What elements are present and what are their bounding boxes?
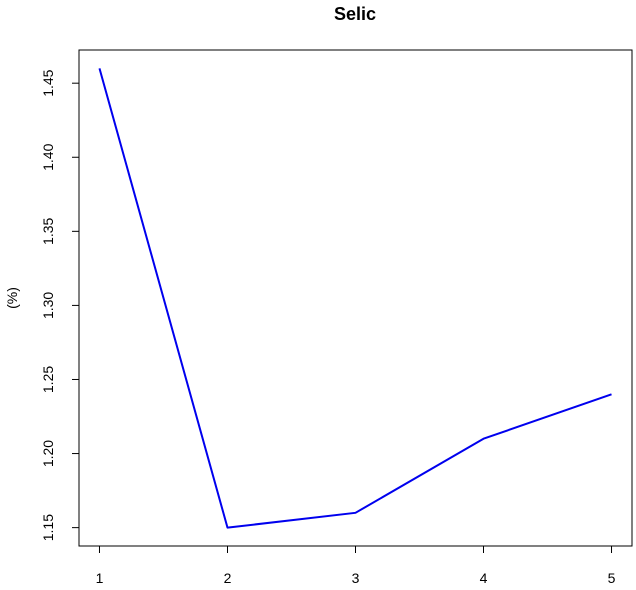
x-axis: 1 2 3 4 5: [96, 545, 616, 586]
x-tick-label: 2: [224, 570, 232, 586]
x-tick-label: 1: [96, 570, 104, 586]
x-tick-label: 3: [352, 570, 360, 586]
chart-title: Selic: [334, 4, 376, 24]
y-axis: 1.15 1.20 1.25 1.30 1.35 1.40 1.45: [40, 69, 80, 541]
y-tick-label: 1.15: [40, 514, 56, 541]
x-tick-label: 5: [608, 570, 616, 586]
x-tick-label: 4: [480, 570, 488, 586]
y-tick-label: 1.20: [40, 440, 56, 467]
series-line: [98, 68, 612, 529]
y-axis-label: (%): [4, 287, 20, 309]
y-tick-label: 1.45: [40, 69, 56, 96]
series-group: [98, 68, 612, 529]
y-tick-label: 1.40: [40, 143, 56, 170]
y-tick-label: 1.25: [40, 366, 56, 393]
plot-frame: [78, 49, 633, 547]
y-tick-label: 1.30: [40, 292, 56, 319]
y-tick-label: 1.35: [40, 217, 56, 244]
